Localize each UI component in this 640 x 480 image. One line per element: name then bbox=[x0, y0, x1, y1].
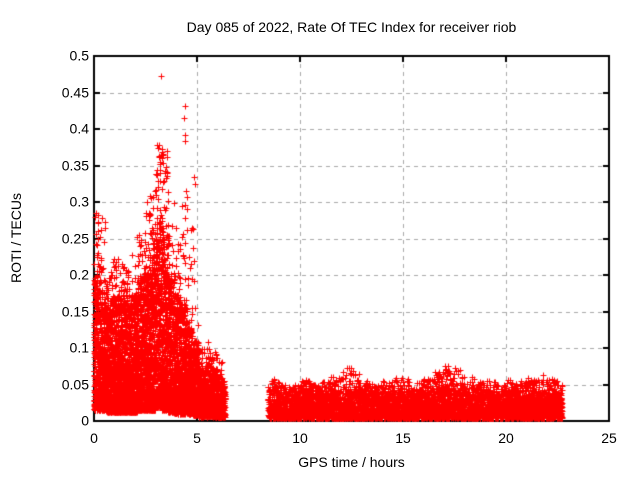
y-tick-label: 0.5 bbox=[69, 47, 89, 64]
x-tick-label: 5 bbox=[193, 430, 201, 446]
x-tick-label: 15 bbox=[395, 430, 411, 446]
y-tick-label: 0.35 bbox=[61, 157, 89, 173]
x-tick-label: 25 bbox=[601, 430, 617, 446]
y-tick-label: 0.1 bbox=[69, 339, 89, 356]
y-tick-label: 0.3 bbox=[69, 193, 89, 210]
y-axis-label: ROTI / TECUs bbox=[8, 193, 24, 283]
y-tick-label: 0.2 bbox=[69, 266, 89, 283]
x-tick-label: 20 bbox=[498, 430, 514, 446]
y-tick-label: 0 bbox=[81, 412, 89, 429]
x-tick-label: 10 bbox=[292, 430, 308, 446]
y-tick-label: 0.05 bbox=[61, 376, 89, 392]
x-axis-label: GPS time / hours bbox=[298, 454, 405, 470]
y-tick-label: 0.25 bbox=[61, 230, 89, 246]
x-tick-label: 0 bbox=[90, 430, 98, 446]
y-tick-label: 0.15 bbox=[61, 303, 89, 319]
y-tick-label: 0.45 bbox=[61, 84, 89, 100]
y-tick-label: 0.4 bbox=[69, 120, 89, 137]
chart-title: Day 085 of 2022, Rate Of TEC Index for r… bbox=[186, 19, 517, 35]
